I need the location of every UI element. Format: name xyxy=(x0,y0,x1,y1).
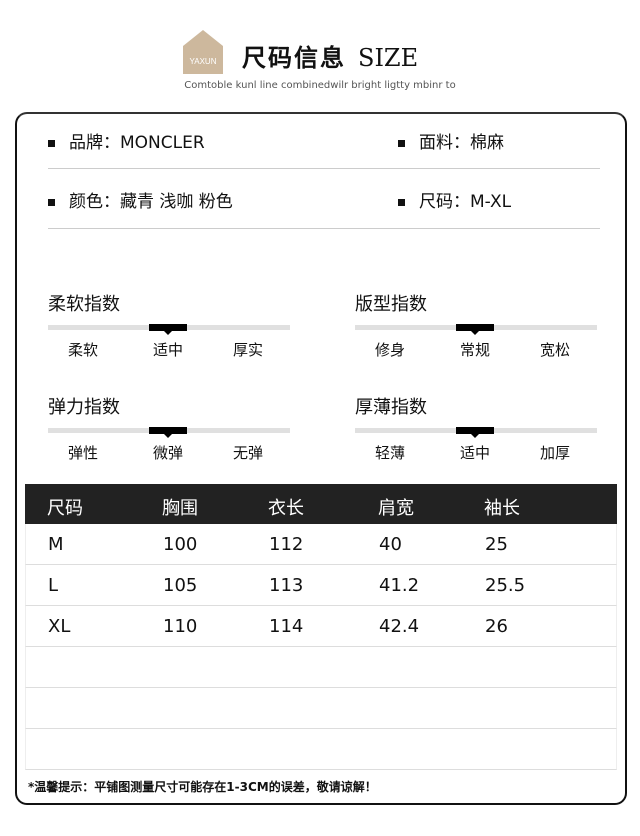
index-option: 轻薄 xyxy=(374,444,406,462)
logo: YAXUN xyxy=(183,30,223,74)
index-title: 版型指数 xyxy=(355,294,427,315)
index-option: 宽松 xyxy=(539,341,571,359)
svg-text:YAXUN: YAXUN xyxy=(190,57,217,66)
table-cell: 113 xyxy=(269,575,304,596)
index-option: 适中 xyxy=(152,341,184,359)
table-cell: XL xyxy=(48,616,71,637)
column-header: 尺码 xyxy=(47,498,83,519)
index-option: 柔软 xyxy=(67,341,99,359)
table-row: XL 110 114 42.4 26 xyxy=(25,606,617,647)
table-cell: 26 xyxy=(485,616,508,637)
info-size: 尺码：M-XL xyxy=(398,187,511,212)
index-scale: 轻薄 适中 加厚 xyxy=(355,427,597,462)
index-title: 厚薄指数 xyxy=(355,397,427,418)
info-brand: 品牌：MONCLER xyxy=(48,128,205,153)
index-option: 弹性 xyxy=(67,444,99,462)
index-option: 修身 xyxy=(374,341,406,359)
table-cell: 114 xyxy=(269,616,304,637)
index-option: 无弹 xyxy=(232,444,264,462)
column-header: 袖长 xyxy=(484,498,520,519)
index-scale: 柔软 适中 厚实 xyxy=(48,324,290,359)
table-cell: 40 xyxy=(379,534,402,555)
table-cell: 41.2 xyxy=(379,575,420,596)
divider xyxy=(48,228,600,229)
measurement-note: *温馨提示：平铺图测量尺寸可能存在1-3CM的误差，敬请谅解！ xyxy=(28,780,377,794)
table-cell: 110 xyxy=(163,616,198,637)
page-title: 尺码信息 SIZE xyxy=(242,43,419,72)
divider xyxy=(48,168,600,169)
index-marker xyxy=(456,427,494,438)
index-marker xyxy=(149,427,187,438)
index-title: 柔软指数 xyxy=(48,294,120,315)
table-row xyxy=(25,647,617,688)
size-table: 尺码 胸围 衣长 肩宽 袖长 M 100 112 40 25 L 105 113 41.2 25.5 XL 11… xyxy=(25,484,617,770)
index-option: 加厚 xyxy=(539,444,571,462)
table-cell: 25 xyxy=(485,534,508,555)
info-fabric: 面料：棉麻 xyxy=(398,128,504,153)
subtitle: Comtoble kunl line combinedwilr bright l… xyxy=(184,80,456,91)
index-option: 适中 xyxy=(459,444,491,462)
info-color: 颜色：藏青 浅咖 粉色 xyxy=(48,187,233,212)
index-scale: 弹性 微弹 无弹 xyxy=(48,427,290,462)
size-card xyxy=(15,112,627,805)
column-header: 胸围 xyxy=(162,498,198,519)
index-marker xyxy=(456,324,494,335)
table-row: M 100 112 40 25 xyxy=(25,524,617,565)
table-cell: 105 xyxy=(163,575,198,596)
table-cell: L xyxy=(48,575,59,596)
table-cell: 112 xyxy=(269,534,304,555)
index-marker xyxy=(149,324,187,335)
index-option: 微弹 xyxy=(152,444,184,462)
table-cell: 100 xyxy=(163,534,198,555)
index-option: 厚实 xyxy=(232,341,264,359)
column-header: 衣长 xyxy=(268,498,304,519)
table-row: L 105 113 41.2 25.5 xyxy=(25,565,617,606)
table-row xyxy=(25,688,617,729)
table-header: 尺码 胸围 衣长 肩宽 袖长 xyxy=(25,484,617,524)
column-header: 肩宽 xyxy=(378,498,414,519)
table-cell: M xyxy=(48,534,64,555)
table-cell: 42.4 xyxy=(379,616,420,637)
index-option: 常规 xyxy=(459,341,491,359)
index-scale: 修身 常规 宽松 xyxy=(355,324,597,359)
table-cell: 25.5 xyxy=(485,575,526,596)
index-title: 弹力指数 xyxy=(48,397,120,418)
table-row xyxy=(25,729,617,770)
